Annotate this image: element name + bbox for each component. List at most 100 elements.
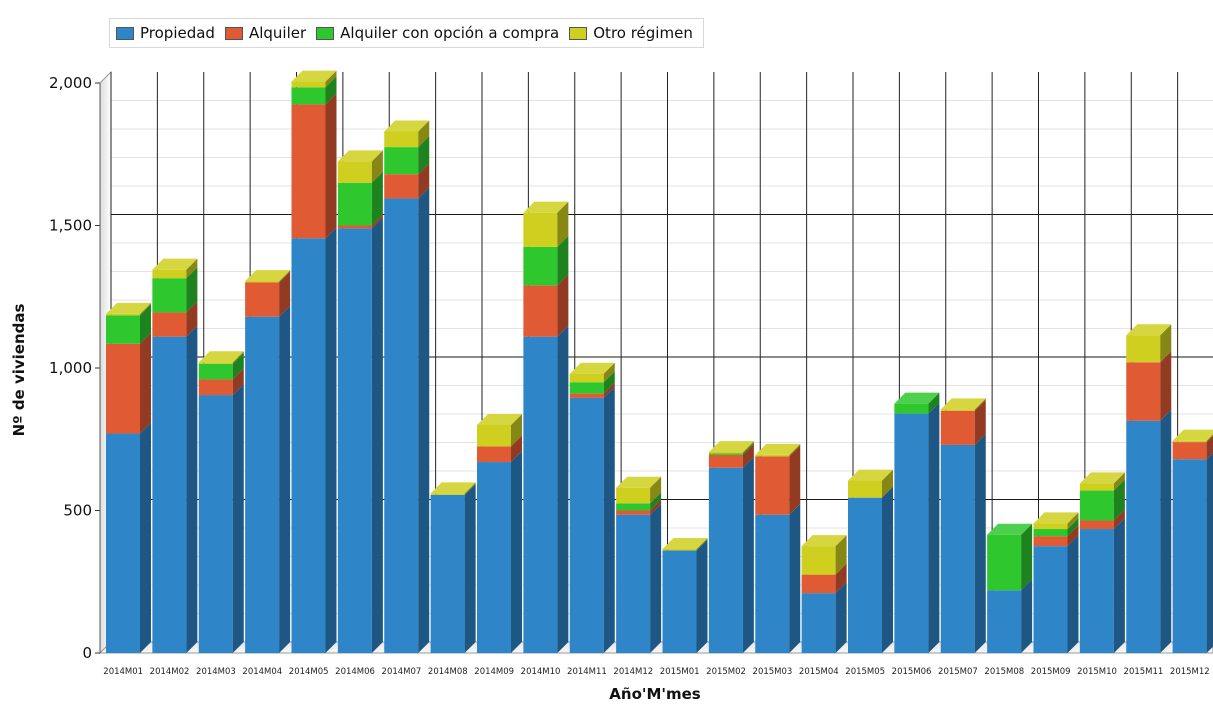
- legend-item-alquiler[interactable]: Alquiler: [224, 24, 306, 42]
- bar-propiedad[interactable]: [801, 593, 836, 653]
- bar-alquiler[interactable]: [1033, 536, 1068, 547]
- bar-propiedad[interactable]: [477, 462, 511, 653]
- bar-otro-regimen[interactable]: [1079, 483, 1114, 491]
- bar-alquiler[interactable]: [337, 225, 372, 229]
- bar-alquiler-con-opcion-a-compra[interactable]: [616, 503, 651, 511]
- bar-alquiler-con-opcion-a-compra[interactable]: [291, 87, 326, 105]
- bar-propiedad[interactable]: [198, 395, 233, 653]
- bar-alquiler[interactable]: [523, 285, 558, 337]
- bar-propiedad[interactable]: [523, 336, 558, 653]
- bar-propiedad[interactable]: [708, 467, 743, 653]
- bar-alquiler-con-opcion-a-compra[interactable]: [708, 453, 743, 455]
- bar-otro-regimen[interactable]: [1126, 335, 1161, 363]
- bar-alquiler[interactable]: [477, 446, 511, 463]
- bar-otro-regimen[interactable]: [245, 281, 280, 283]
- bar-propiedad[interactable]: [291, 238, 326, 653]
- bar-propiedad-side: [464, 483, 476, 653]
- bar-otro-regimen[interactable]: [662, 548, 697, 551]
- bar-group: [569, 362, 615, 653]
- bar-propiedad[interactable]: [940, 444, 975, 653]
- bar-alquiler-con-opcion-a-compra-side: [232, 352, 244, 380]
- legend-item-propiedad[interactable]: Propiedad: [116, 24, 215, 42]
- bar-propiedad[interactable]: [755, 514, 790, 653]
- bar-propiedad[interactable]: [384, 198, 419, 654]
- bar-propiedad[interactable]: [569, 397, 604, 653]
- legend-item-otro-regimen[interactable]: Otro régimen: [569, 24, 693, 42]
- bar-otro-regimen[interactable]: [801, 546, 836, 575]
- bar-alquiler[interactable]: [755, 456, 790, 515]
- bar-otro-regimen[interactable]: [1033, 523, 1068, 530]
- bar-otro-regimen[interactable]: [848, 480, 882, 498]
- bar-group: [430, 482, 476, 653]
- bar-alquiler[interactable]: [940, 410, 975, 445]
- bar-alquiler-con-opcion-a-compra-side: [186, 267, 198, 313]
- bar-alquiler[interactable]: [198, 379, 233, 396]
- bar-alquiler-con-opcion-a-compra[interactable]: [894, 403, 929, 414]
- bar-otro-regimen[interactable]: [106, 313, 140, 316]
- bar-propiedad[interactable]: [337, 228, 372, 653]
- bar-alquiler-con-opcion-a-compra[interactable]: [106, 315, 140, 344]
- bar-alquiler-con-opcion-a-compra[interactable]: [198, 363, 233, 380]
- bar-alquiler[interactable]: [245, 282, 280, 317]
- bar-otro-regimen-top: [1079, 472, 1125, 484]
- bar-otro-regimen[interactable]: [708, 452, 743, 454]
- bar-otro-regimen[interactable]: [152, 269, 187, 279]
- bar-otro-regimen[interactable]: [1172, 440, 1207, 443]
- bar-alquiler[interactable]: [708, 454, 743, 468]
- bar-alquiler[interactable]: [106, 343, 140, 434]
- bar-propiedad[interactable]: [430, 494, 465, 653]
- bar-alquiler[interactable]: [801, 574, 836, 594]
- bar-otro-regimen[interactable]: [430, 493, 465, 495]
- bar-otro-regimen[interactable]: [291, 81, 326, 88]
- bar-otro-regimen[interactable]: [384, 131, 419, 148]
- bar-alquiler[interactable]: [569, 393, 604, 398]
- bar-otro-regimen-top: [616, 476, 662, 488]
- bar-alquiler-side: [232, 368, 244, 396]
- bar-otro-regimen[interactable]: [569, 373, 604, 383]
- bar-propiedad[interactable]: [152, 336, 187, 653]
- bar-alquiler-con-opcion-a-compra[interactable]: [337, 182, 372, 226]
- x-tick-label: 2015M12: [1170, 667, 1210, 677]
- bar-alquiler[interactable]: [1126, 362, 1161, 421]
- bar-otro-regimen-top: [940, 398, 986, 410]
- bar-otro-regimen[interactable]: [477, 425, 511, 447]
- bar-alquiler-con-opcion-a-compra[interactable]: [523, 246, 558, 286]
- bar-alquiler-con-opcion-a-compra-side: [928, 392, 940, 414]
- legend-item-alquiler-opcion-compra[interactable]: Alquiler con opción a compra: [316, 24, 559, 42]
- bar-otro-regimen[interactable]: [337, 161, 372, 183]
- bar-propiedad-side: [650, 503, 662, 653]
- bar-group: [940, 398, 986, 653]
- bar-propiedad[interactable]: [245, 316, 280, 653]
- bar-alquiler-con-opcion-a-compra[interactable]: [384, 147, 419, 175]
- bar-alquiler-con-opcion-a-compra[interactable]: [569, 382, 604, 394]
- bar-alquiler-con-opcion-a-compra[interactable]: [1033, 529, 1068, 537]
- bar-alquiler-con-opcion-a-compra[interactable]: [1079, 490, 1114, 521]
- bar-otro-regimen[interactable]: [523, 212, 558, 247]
- bar-alquiler-con-opcion-a-compra[interactable]: [152, 278, 187, 313]
- bar-otro-regimen[interactable]: [755, 454, 790, 457]
- bar-otro-regimen[interactable]: [198, 362, 233, 364]
- bar-alquiler[interactable]: [1172, 442, 1207, 460]
- bar-propiedad[interactable]: [1033, 546, 1068, 653]
- bar-propiedad[interactable]: [1126, 420, 1161, 653]
- bar-otro-regimen[interactable]: [616, 487, 651, 504]
- bar-group: [1033, 512, 1079, 653]
- bar-propiedad[interactable]: [616, 514, 651, 653]
- bar-alquiler[interactable]: [1079, 520, 1114, 530]
- bar-alquiler-con-opcion-a-compra[interactable]: [987, 534, 1022, 591]
- bar-alquiler[interactable]: [291, 104, 326, 239]
- bar-alquiler[interactable]: [616, 510, 651, 515]
- bar-propiedad[interactable]: [1172, 459, 1207, 653]
- x-tick-label: 2015M08: [984, 667, 1024, 677]
- bar-otro-regimen-side: [650, 476, 662, 504]
- bar-propiedad[interactable]: [662, 550, 697, 653]
- bar-otro-regimen[interactable]: [940, 409, 975, 411]
- bar-propiedad[interactable]: [987, 590, 1022, 653]
- bar-propiedad[interactable]: [848, 497, 882, 653]
- bar-propiedad[interactable]: [1079, 529, 1114, 653]
- bar-propiedad[interactable]: [894, 413, 929, 653]
- bar-alquiler[interactable]: [152, 312, 187, 337]
- bar-propiedad[interactable]: [106, 433, 140, 653]
- bar-alquiler[interactable]: [384, 174, 419, 199]
